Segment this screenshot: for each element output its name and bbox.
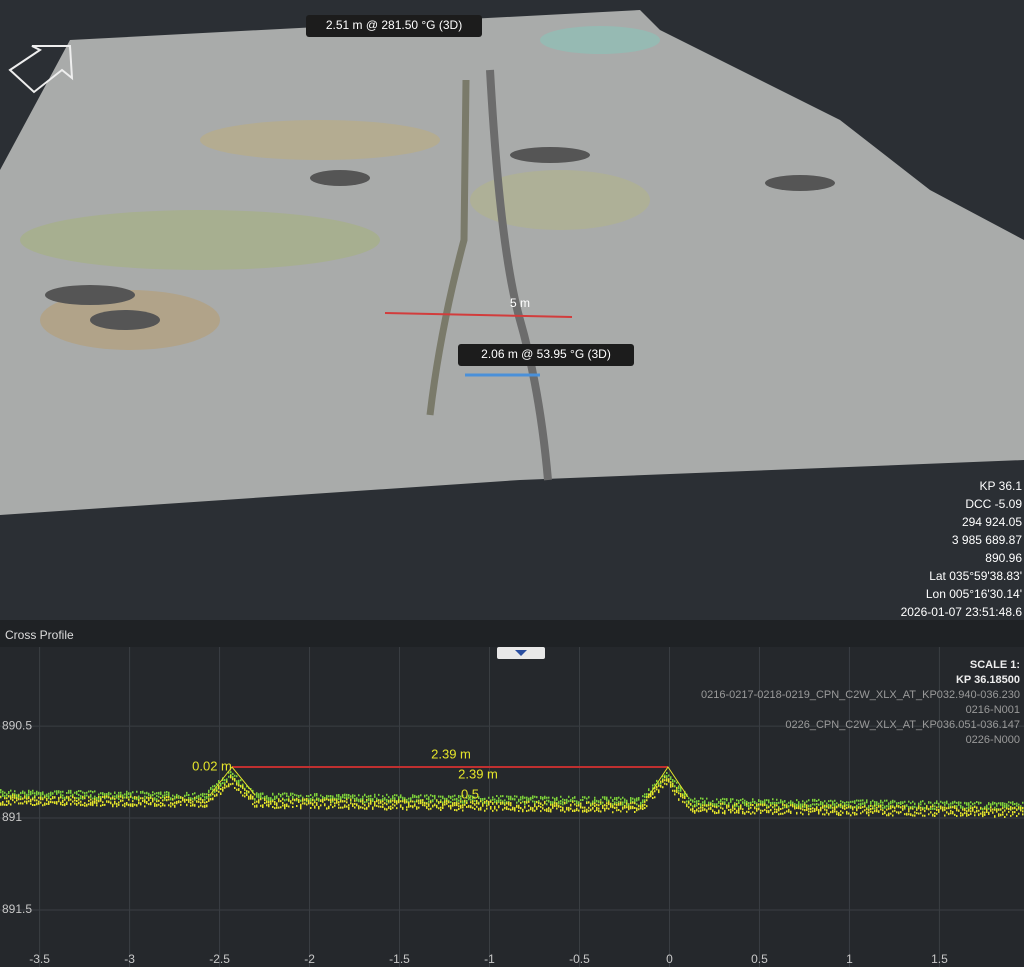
info-line: 294 924.05 — [962, 515, 1022, 529]
measure-top: 2.51 m @ 281.50 °G (3D) — [326, 18, 462, 32]
info-panel: KP 36.1 DCC -5.09 294 924.05 3 985 689.87 89… — [901, 479, 1023, 619]
measure-line — [209, 766, 689, 798]
boulder — [765, 175, 835, 191]
panel-header — [0, 620, 1024, 647]
plot: -3.5 -3 -2.5 -2 -1.5 -1 -0.5 0 0.5 1 1.5 890.5 891 89… — [0, 647, 1024, 967]
x-tick-label: -2.5 — [209, 952, 230, 966]
seabed-patch — [200, 120, 440, 160]
info-line: 2026-01-07 23:51:48.6 — [901, 605, 1023, 619]
info-line: Lon 005°16'30.14' — [926, 587, 1022, 601]
point-cloud — [0, 775, 1024, 818]
x-tick-label: 0 — [666, 952, 673, 966]
collapse-button[interactable] — [497, 647, 545, 659]
measure-mid: 2.06 m @ 53.95 °G (3D) — [481, 347, 611, 361]
layer-label: 0226_CPN_C2W_XLX_AT_KP036.051-036.147 — [785, 719, 1020, 731]
y-tick-label: 891 — [2, 810, 22, 824]
measure-tag — [458, 344, 634, 366]
info-line: KP 36.1 — [980, 479, 1023, 493]
measure-label: 0.02 m — [192, 758, 232, 773]
measure-label: 2.39 m — [458, 766, 498, 781]
info-line: Lat 035°59'38.83' — [929, 569, 1022, 583]
boulder — [310, 170, 370, 186]
cable-track — [426, 79, 470, 416]
boulder — [90, 310, 160, 330]
layer-label: 0216-N001 — [966, 704, 1020, 716]
x-tick-label: 1 — [846, 952, 853, 966]
y-tick-label: 890.5 — [2, 718, 32, 732]
scale-bar — [384, 312, 573, 318]
x-tick-label: -3 — [124, 952, 135, 966]
measure-tag — [306, 15, 482, 37]
x-tick-label: 1.5 — [931, 952, 948, 966]
x-tick-label: 0.5 — [751, 952, 768, 966]
x-tick-label: -1 — [484, 952, 495, 966]
arrow-icon[interactable] — [8, 45, 74, 94]
measure-label: 2.39 m — [431, 746, 471, 761]
info-line: DCC -5.09 — [965, 497, 1022, 511]
x-tick-label: -2 — [304, 952, 315, 966]
info-line: 890.96 — [985, 551, 1022, 565]
x-tick-label: -0.5 — [569, 952, 590, 966]
boulder — [510, 147, 590, 163]
kp-label: KP 36.18500 — [956, 674, 1020, 686]
layer-label: 0226-N000 — [966, 734, 1020, 746]
panel-title: Cross Profile — [5, 628, 74, 642]
scale-label: SCALE 1: — [970, 659, 1020, 671]
boulder — [45, 285, 135, 305]
navigation-arrow[interactable] — [8, 45, 74, 94]
collapse-icon[interactable] — [515, 650, 527, 656]
scale-label: 5 m — [510, 296, 530, 310]
y-tick-label: 891.5 — [2, 902, 32, 916]
seabed-patch — [540, 26, 660, 54]
seabed-patch — [470, 170, 650, 230]
info-line: 3 985 689.87 — [952, 533, 1022, 547]
x-tick-label: -3.5 — [29, 952, 50, 966]
x-tick-label: -1.5 — [389, 952, 410, 966]
measure-label: 0.5 — [461, 786, 479, 801]
seabed-patch — [20, 210, 380, 270]
layer-label: 0216-0217-0218-0219_CPN_C2W_XLX_AT_KP032… — [701, 689, 1020, 701]
